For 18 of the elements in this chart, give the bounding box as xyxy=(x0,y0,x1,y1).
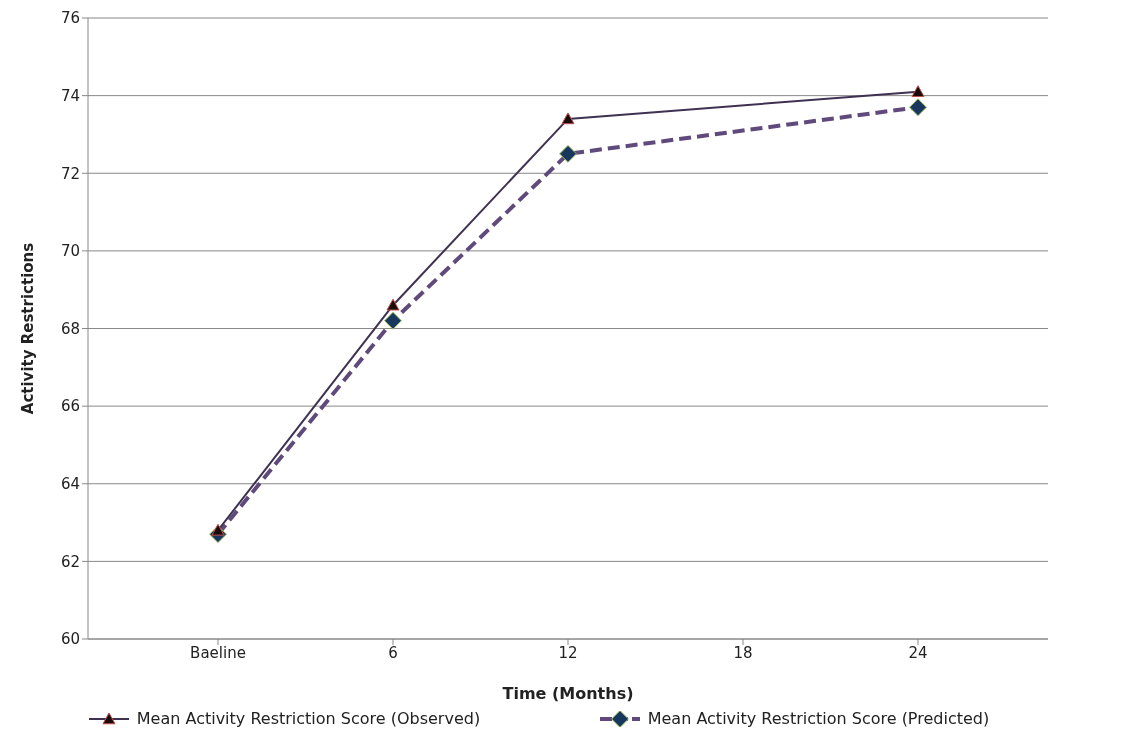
legend-label: Mean Activity Restriction Score (Observed) xyxy=(136,709,481,728)
x-tick-label: 24 xyxy=(908,643,928,662)
y-tick-label: 70 xyxy=(60,242,80,261)
x-tick-label: 18 xyxy=(733,643,753,662)
x-axis-title: Time (Months) xyxy=(502,684,634,703)
x-tick-label: 6 xyxy=(388,643,398,662)
y-tick-label: 72 xyxy=(60,164,80,183)
y-tick-label: 68 xyxy=(60,319,80,338)
legend-label: Mean Activity Restriction Score (Predicted) xyxy=(647,709,990,728)
y-tick-label: 74 xyxy=(60,86,80,105)
y-tick-label: 64 xyxy=(60,475,80,494)
x-tick-label: 12 xyxy=(558,643,578,662)
y-axis-title: Activity Restrictions xyxy=(19,242,38,415)
x-tick-label: Baeline xyxy=(190,643,246,662)
y-tick-label: 76 xyxy=(60,9,80,28)
y-tick-label: 60 xyxy=(60,630,80,649)
y-tick-label: 66 xyxy=(60,397,80,416)
y-tick-label: 62 xyxy=(60,552,80,571)
